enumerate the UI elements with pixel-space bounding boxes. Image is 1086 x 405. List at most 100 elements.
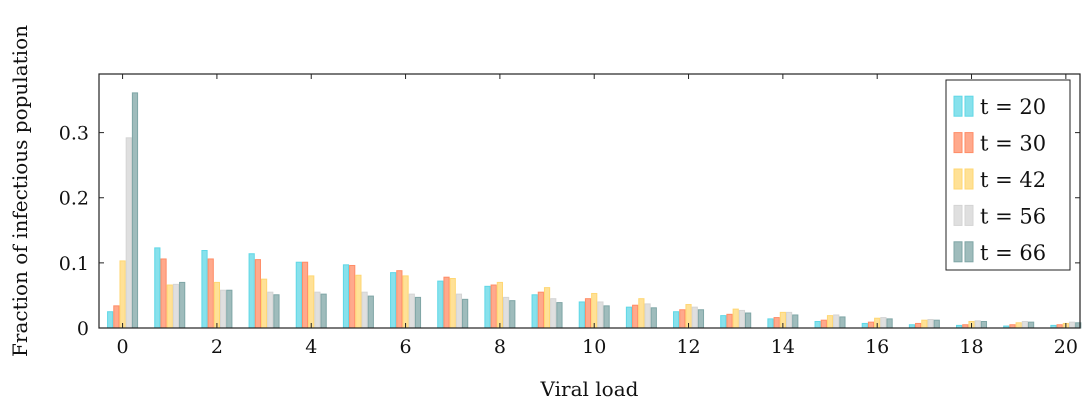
bar-t42-x17 <box>921 319 928 329</box>
bar-t56-x16 <box>880 317 887 329</box>
bar-t66-x16 <box>886 318 893 329</box>
bar-t56-x0 <box>125 137 132 329</box>
bar-t56-x20 <box>1068 321 1076 329</box>
bar-t42-x15 <box>826 315 834 329</box>
bar-t20-x0 <box>107 311 114 329</box>
bar-t30-x6 <box>396 270 403 329</box>
bar-t56-x4 <box>314 291 321 329</box>
bar-t56-x18 <box>974 320 981 329</box>
bar-t20-x8 <box>484 285 491 329</box>
bar-t66-x15 <box>839 316 846 329</box>
bar-t20-x13 <box>720 315 727 329</box>
bar-t20-x5 <box>342 264 350 329</box>
bar-t56-x13 <box>738 309 746 329</box>
bar-t30-x5 <box>349 264 356 329</box>
bar-t66-x11 <box>650 307 657 329</box>
bar-t20-x1 <box>154 247 161 329</box>
bar-t30-x7 <box>443 276 450 329</box>
bar-t56-x5 <box>361 291 368 329</box>
y-tick-label: 0.2 <box>59 188 89 210</box>
bar-t20-x16 <box>861 322 868 329</box>
bar-t30-x3 <box>254 259 261 329</box>
x-tick-label: 0 <box>117 336 129 358</box>
bar-t56-x1 <box>172 283 180 329</box>
bar-t42-x1 <box>166 284 173 329</box>
bar-t30-x12 <box>679 309 686 329</box>
bar-t56-x17 <box>927 319 934 329</box>
bar-t30-x17 <box>915 322 922 329</box>
bar-t56-x9 <box>550 298 557 329</box>
bar-t42-x5 <box>355 274 362 329</box>
plot-frame <box>98 73 1081 329</box>
bar-t66-x7 <box>462 298 469 329</box>
legend-label: t = 56 <box>980 204 1046 228</box>
legend-label: t = 66 <box>980 241 1046 265</box>
bar-t30-x9 <box>537 291 544 329</box>
bar-t66-x8 <box>509 300 516 329</box>
legend-label: t = 20 <box>980 95 1046 119</box>
bar-t66-x10 <box>603 305 610 329</box>
x-tick-label: 14 <box>771 336 795 358</box>
bar-t66-x17 <box>933 319 940 329</box>
bar-t30-x11 <box>632 304 639 329</box>
legend: t = 20 t = 30 t = 42 t = 56 t = 66 <box>945 79 1071 271</box>
bar-t56-x11 <box>644 303 651 329</box>
x-tick-label: 4 <box>305 336 317 358</box>
legend-swatch <box>964 168 974 190</box>
bar-t30-x15 <box>820 319 827 329</box>
bar-t30-x2 <box>207 258 214 329</box>
bar-t20-x4 <box>295 261 302 329</box>
legend-swatch <box>953 95 963 117</box>
bar-t42-x4 <box>308 275 315 329</box>
bar-t42-x2 <box>213 281 221 329</box>
x-tick-label: 2 <box>211 336 223 358</box>
bar-t20-x11 <box>625 306 633 329</box>
bar-t42-x7 <box>449 278 456 329</box>
bars-layer <box>107 92 1082 329</box>
bar-t42-x9 <box>543 287 551 329</box>
x-axis-label: Viral load <box>540 377 639 401</box>
bar-t20-x10 <box>578 301 585 329</box>
bar-t20-x9 <box>531 294 538 329</box>
bar-t42-x8 <box>496 281 503 329</box>
bar-t56-x8 <box>502 296 510 329</box>
legend-swatch <box>964 95 974 117</box>
bar-t20-x7 <box>437 280 444 329</box>
bar-t66-x18 <box>980 320 988 329</box>
bar-t56-x6 <box>408 293 415 329</box>
bar-t42-x11 <box>638 298 645 329</box>
x-tick-label: 6 <box>400 336 412 358</box>
x-tick-label: 12 <box>676 336 700 358</box>
bar-t30-x0 <box>113 305 120 329</box>
bar-t42-x6 <box>402 275 409 329</box>
x-tick-label: 18 <box>959 336 983 358</box>
bar-t56-x15 <box>833 314 840 329</box>
y-tick-label: 0.3 <box>59 123 89 145</box>
bar-t42-x19 <box>1015 322 1022 329</box>
x-tick-label: 8 <box>494 336 506 358</box>
bar-t66-x4 <box>320 293 327 329</box>
bar-t56-x3 <box>267 291 274 329</box>
bar-t66-x13 <box>745 312 752 329</box>
bar-t66-x12 <box>697 309 705 329</box>
legend-swatch <box>953 132 963 154</box>
legend-swatch <box>964 241 974 263</box>
bar-t42-x3 <box>260 278 268 329</box>
bar-t66-x2 <box>226 289 233 329</box>
bar-t30-x10 <box>584 298 592 329</box>
bar-t42-x13 <box>732 308 739 329</box>
bar-t20-x2 <box>201 250 208 329</box>
bar-t66-x14 <box>792 314 799 329</box>
legend-swatch <box>964 204 974 226</box>
bar-t66-x6 <box>414 296 422 329</box>
legend-label: t = 30 <box>980 132 1046 156</box>
bar-t20-x15 <box>814 320 821 329</box>
x-tick-label: 16 <box>865 336 889 358</box>
bar-t56-x7 <box>455 293 463 329</box>
bar-t66-x3 <box>273 294 280 329</box>
bar-t30-x4 <box>301 261 309 329</box>
x-tick-label: 20 <box>1054 336 1078 358</box>
legend-swatch <box>953 241 963 263</box>
bar-t42-x0 <box>119 260 126 329</box>
